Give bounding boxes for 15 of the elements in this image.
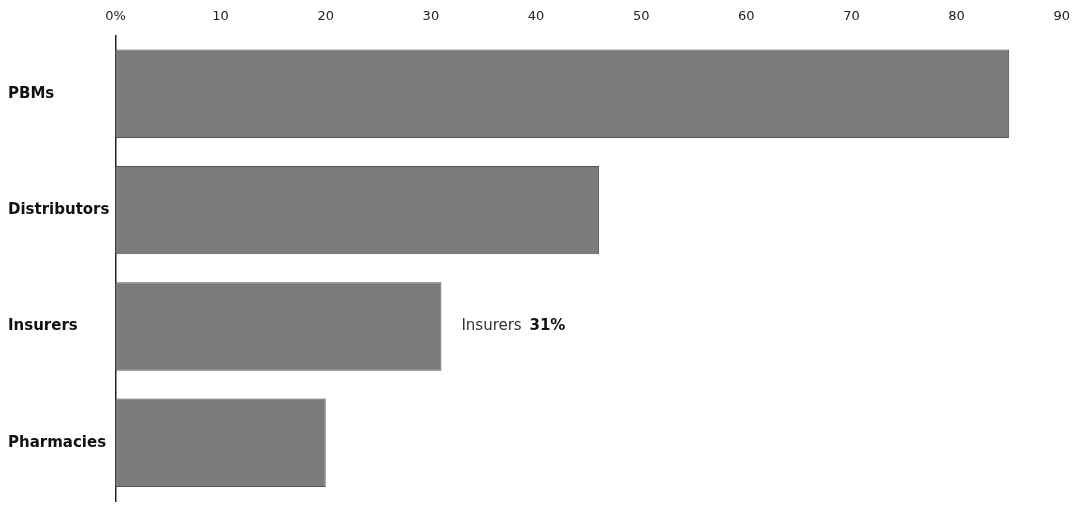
x-tick-label: 80 <box>948 8 965 24</box>
x-tick-label: 40 <box>527 8 545 24</box>
x-tick-label: 70 <box>843 8 860 24</box>
x-tick-label: 90 <box>1053 8 1070 24</box>
y-tick-label: Pharmacies <box>8 432 107 451</box>
y-tick-label: Distributors <box>8 200 110 219</box>
x-tick-label: 10 <box>212 8 229 24</box>
x-tick-label: 0% <box>105 8 126 24</box>
y-tick-label: PBMs <box>8 83 55 102</box>
annotation: Insurers 31% <box>461 316 566 335</box>
x-tick-label: 60 <box>738 8 755 24</box>
x-tick-label: 50 <box>632 8 650 24</box>
x-tick-label: 20 <box>317 8 335 24</box>
x-tick-label: 30 <box>422 8 440 24</box>
y-tick-label: Insurers <box>8 316 78 335</box>
